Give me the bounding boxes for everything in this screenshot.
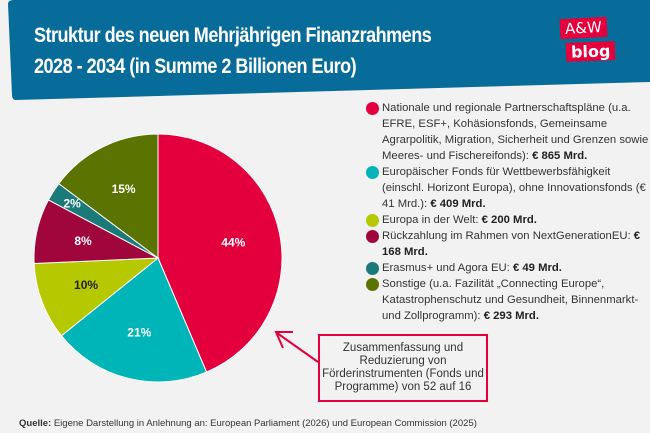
- legend-item: Europäischer Fonds für Wettbewerbsfähigk…: [352, 164, 650, 212]
- page-title-line2: 2028 - 2034 (in Summe 2 Billionen Euro): [34, 55, 357, 78]
- legend-amount: € 49 Mrd.: [512, 262, 562, 274]
- legend-color-dot: [366, 166, 379, 179]
- legend-amount: € 200 Mrd.: [481, 214, 537, 226]
- legend-text: Nationale und regionale Partnerschaftspl…: [382, 102, 649, 162]
- callout-box: Zusammenfassung und Reduzierung von Förd…: [318, 334, 488, 402]
- legend-item: Rückzahlung im Rahmen von NextGeneration…: [352, 228, 650, 260]
- legend-color-dot: [366, 262, 379, 275]
- slice-label: 44%: [221, 236, 245, 250]
- source-label: Quelle:: [19, 418, 52, 429]
- pie-slice: [58, 133, 159, 259]
- slice-label: 21%: [127, 326, 151, 340]
- legend-amount: € 168 Mrd.: [382, 230, 641, 258]
- legend-color-dot: [366, 278, 379, 291]
- legend-amount: € 865 Mrd.: [532, 150, 588, 162]
- callout-text: Zusammenfassung und Reduzierung von Förd…: [322, 342, 484, 393]
- legend-text: Sonstige (u.a. Fazilität „Connecting Eur…: [382, 278, 639, 322]
- pie-chart: 44% 21% 10% 8% 2% 15%: [33, 133, 319, 383]
- legend: Nationale und regionale Partnerschaftspl…: [352, 100, 650, 324]
- legend-color-dot: [366, 102, 379, 115]
- pie-slice: [33, 257, 160, 337]
- slice-label: 8%: [74, 234, 92, 248]
- callout-arrow: [274, 331, 319, 363]
- legend-text: Europa in der Welt:: [382, 214, 482, 226]
- legend-item: Nationale und regionale Partnerschaftspl…: [352, 100, 650, 164]
- slice-label: 10%: [74, 278, 98, 292]
- slice-label: 2%: [63, 197, 81, 211]
- logo-blog: blog: [565, 41, 616, 62]
- legend-item: Europa in der Welt: € 200 Mrd.: [352, 212, 650, 228]
- legend-color-dot: [366, 230, 379, 243]
- legend-item: Erasmus+ und Agora EU: € 49 Mrd.: [352, 260, 650, 276]
- pie-slice: [157, 133, 283, 373]
- legend-text: Erasmus+ und Agora EU:: [382, 262, 513, 274]
- legend-color-dot: [366, 214, 379, 227]
- legend-amount: € 409 Mrd.: [430, 198, 486, 210]
- legend-item: Sonstige (u.a. Fazilität „Connecting Eur…: [352, 276, 650, 324]
- source-note: Quelle: Eigene Darstellung in Anlehnung …: [19, 418, 477, 429]
- source-text: Eigene Darstellung in Anlehnung an: Euro…: [51, 418, 477, 429]
- logo-aw: A&W: [559, 16, 608, 40]
- slice-label: 15%: [112, 182, 136, 196]
- pie-slice: [60, 257, 208, 383]
- legend-text: Rückzahlung im Rahmen von NextGeneration…: [382, 230, 634, 242]
- page-title-line1: Struktur des neuen Mehrjährigen Finanzra…: [34, 24, 432, 47]
- legend-text: Europäischer Fonds für Wettbewerbsfähigk…: [382, 166, 646, 210]
- header-banner: [8, 0, 650, 100]
- legend-amount: € 293 Mrd.: [483, 310, 539, 322]
